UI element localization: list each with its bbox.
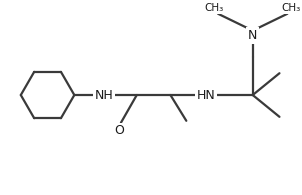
Text: N: N	[248, 29, 257, 42]
Text: O: O	[114, 124, 124, 137]
Text: HN: HN	[197, 89, 216, 102]
Text: NH: NH	[95, 89, 114, 102]
Text: CH₃: CH₃	[204, 3, 224, 13]
Text: CH₃: CH₃	[282, 3, 301, 13]
